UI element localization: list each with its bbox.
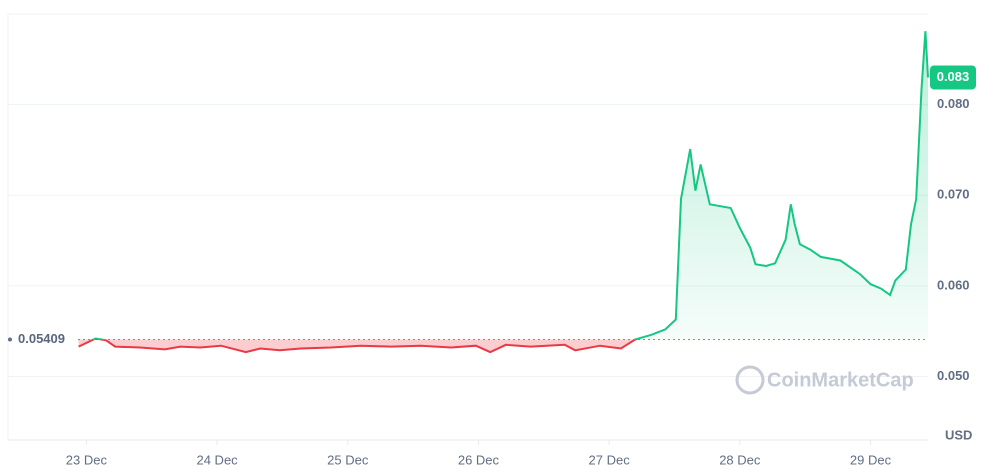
watermark: CoinMarketCap	[767, 369, 914, 391]
x-tick-label: 27 Dec	[589, 452, 631, 467]
price-line-down	[78, 339, 639, 354]
y-tick-label: 0.070	[937, 187, 970, 202]
x-tick-label: 23 Dec	[66, 452, 108, 467]
baseline-label: 0.05409	[18, 331, 65, 346]
y-axis-label: USD	[945, 427, 972, 442]
y-tick-label: 0.050	[937, 368, 970, 383]
x-tick-label: 29 Dec	[850, 452, 892, 467]
y-tick-label: 0.060	[937, 277, 970, 292]
last-price-label: 0.083	[937, 69, 970, 84]
x-tick-label: 24 Dec	[196, 452, 238, 467]
price-line-up	[91, 31, 929, 340]
baseline-dot	[8, 337, 12, 342]
x-tick-label: 28 Dec	[719, 452, 761, 467]
last-price-badge	[930, 65, 976, 90]
x-tick-label: 26 Dec	[458, 452, 500, 467]
baseline-label-bg	[12, 329, 76, 350]
y-tick-label: 0.080	[937, 96, 970, 111]
x-tick-label: 25 Dec	[327, 452, 369, 467]
area-up	[78, 31, 928, 340]
watermark-logo	[735, 365, 765, 395]
